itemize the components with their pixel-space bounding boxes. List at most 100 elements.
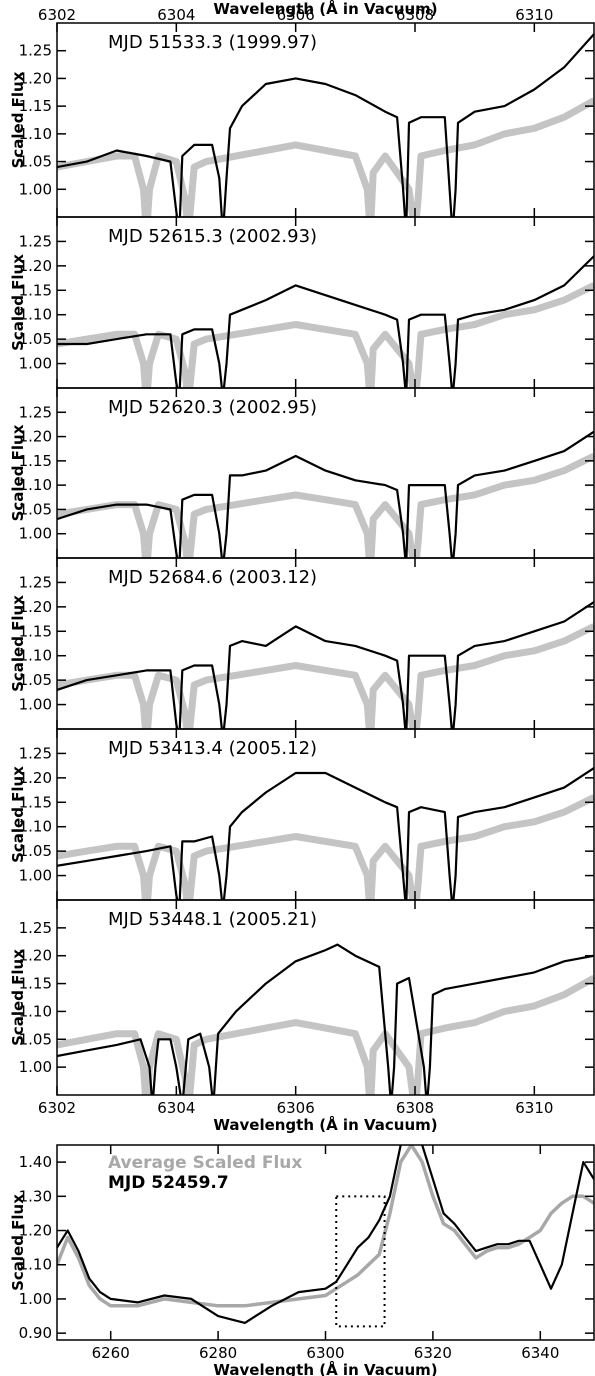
x-tick-label: 6304 [157, 6, 195, 24]
x-axis-label-top: Wavelength (Å in Vacuum) [213, 0, 437, 18]
x-tick-label: 6306 [277, 1099, 315, 1117]
panel-5: 1.00 1.05 1.10 1.15 1.20 1.25 Scaled Flux MJD 5… [9, 728, 595, 901]
y-tick-label: 1.00 [19, 696, 52, 714]
zoom-box [335, 1195, 386, 1328]
plot-area [57, 33, 594, 217]
y-tick-label: 1.00 [19, 355, 52, 373]
y-tick-label: 1.15 [19, 622, 52, 640]
series-line-s1 [57, 1145, 594, 1324]
y-tick-label: 1.15 [19, 975, 52, 993]
y-tick-label: 1.15 [19, 97, 52, 115]
x-tick-label: 6308 [396, 1099, 434, 1117]
series-line-epoch [57, 255, 594, 388]
y-axis-label: Scaled Flux [9, 949, 27, 1046]
y-axis-label: Scaled Flux [9, 1194, 27, 1291]
series-line-average [57, 974, 594, 1095]
x-tick-label: 6306 [277, 6, 315, 24]
y-tick-label: 1.25 [19, 232, 52, 250]
y-tick-label: 1.20 [19, 428, 52, 446]
figure-root: 1.00 1.05 1.10 1.15 1.20 1.25 6302 6304 6306 6308… [9, 0, 595, 1376]
panel-frame [56, 899, 595, 1096]
plot-area [57, 601, 594, 729]
y-axis-label: Scaled Flux [9, 71, 27, 168]
series-line-average [57, 452, 594, 558]
x-tick-label: 6280 [199, 1344, 237, 1362]
y-tick-label: 1.25 [19, 919, 52, 937]
y-tick-label: 1.05 [19, 842, 52, 860]
panel-7: 0.90 1.00 1.10 1.20 1.30 1.40 6260 6280 6300 6320… [9, 1144, 595, 1376]
x-tick-label: 6304 [157, 1099, 195, 1117]
panel-1: 1.00 1.05 1.10 1.15 1.20 1.25 6302 6304 6306 6308… [9, 0, 595, 218]
y-tick-label: 0.90 [19, 1324, 52, 1342]
epoch-annotation: MJD 52620.3 (2002.95) [108, 397, 317, 418]
epoch-annotation: MJD 52615.3 (2002.93) [108, 226, 317, 247]
x-axis-label: Wavelength (Å in Vacuum) [213, 1360, 437, 1376]
epoch-annotation: MJD 51533.3 (1999.97) [108, 32, 317, 53]
y-tick-label: 1.10 [19, 818, 52, 836]
y-tick-label: 1.00 [19, 180, 52, 198]
y-axis-label: Scaled Flux [9, 766, 27, 863]
series-line-epoch [57, 33, 594, 217]
y-tick-label: 1.20 [19, 1222, 52, 1240]
x-tick-label: 6310 [515, 6, 553, 24]
series-line-epoch [57, 767, 594, 900]
y-tick-label: 1.10 [19, 1256, 52, 1274]
legend-entry: MJD 52459.7 [108, 1173, 229, 1193]
y-tick-label: 1.40 [19, 1153, 52, 1171]
panel-3: 1.00 1.05 1.10 1.15 1.20 1.25 Scaled Flux MJD 5… [9, 387, 595, 559]
epoch-annotation: MJD 53448.1 (2005.21) [108, 909, 317, 930]
y-axis-label: Scaled Flux [9, 424, 27, 521]
y-tick-label: 1.10 [19, 647, 52, 665]
y-tick-label: 1.00 [19, 1290, 52, 1308]
legend-entry: Average Scaled Flux [108, 1153, 302, 1173]
plot-area [57, 1145, 594, 1328]
x-tick-label: 6308 [396, 6, 434, 24]
y-tick-label: 1.25 [19, 744, 52, 762]
y-tick-label: 1.20 [19, 598, 52, 616]
y-tick-label: 1.20 [19, 257, 52, 275]
panel-6: 1.00 1.05 1.10 1.15 1.20 1.25 6302 6304 6306 6308… [9, 899, 595, 1134]
x-tick-label: 6320 [414, 1344, 452, 1362]
series-line-average [57, 282, 594, 388]
y-tick-label: 1.10 [19, 1002, 52, 1020]
plot-area [57, 255, 594, 388]
y-tick-label: 1.05 [19, 671, 52, 689]
series-line-epoch [57, 943, 594, 1095]
x-tick-label: 6260 [92, 1344, 130, 1362]
series-line-epoch [57, 430, 594, 558]
x-tick-label: 6310 [515, 1099, 553, 1117]
y-tick-label: 1.15 [19, 793, 52, 811]
series-line-average [57, 97, 594, 217]
plot-area [57, 943, 594, 1095]
plot-area [57, 767, 594, 900]
epoch-annotation: MJD 53413.4 (2005.12) [108, 738, 317, 759]
panel-4: 1.00 1.05 1.10 1.15 1.20 1.25 Scaled Flux MJD 5… [9, 557, 595, 730]
y-tick-label: 1.15 [19, 281, 52, 299]
y-tick-label: 1.15 [19, 452, 52, 470]
series-line-average [57, 794, 594, 900]
y-axis-label: Scaled Flux [9, 254, 27, 351]
x-tick-label: 6340 [521, 1344, 559, 1362]
y-tick-label: 1.25 [19, 573, 52, 591]
y-tick-label: 1.05 [19, 153, 52, 171]
series-line-average [57, 623, 594, 729]
y-tick-label: 1.00 [19, 1058, 52, 1076]
y-tick-label: 1.25 [19, 42, 52, 60]
y-tick-label: 1.20 [19, 947, 52, 965]
y-tick-label: 1.25 [19, 403, 52, 421]
series-line-s0 [57, 1145, 594, 1308]
series-line-epoch [57, 601, 594, 729]
y-tick-label: 1.20 [19, 769, 52, 787]
y-tick-label: 1.10 [19, 476, 52, 494]
y-tick-label: 1.20 [19, 69, 52, 87]
y-tick-label: 1.05 [19, 1030, 52, 1048]
epoch-annotation: MJD 52684.6 (2003.12) [108, 567, 317, 588]
y-tick-label: 1.00 [19, 525, 52, 543]
y-tick-label: 1.00 [19, 867, 52, 885]
x-tick-label: 6302 [38, 1099, 76, 1117]
y-tick-label: 1.10 [19, 306, 52, 324]
x-axis-label: Wavelength (Å in Vacuum) [213, 1115, 437, 1134]
x-tick-label: 6300 [306, 1344, 344, 1362]
y-tick-label: 1.05 [19, 500, 52, 518]
